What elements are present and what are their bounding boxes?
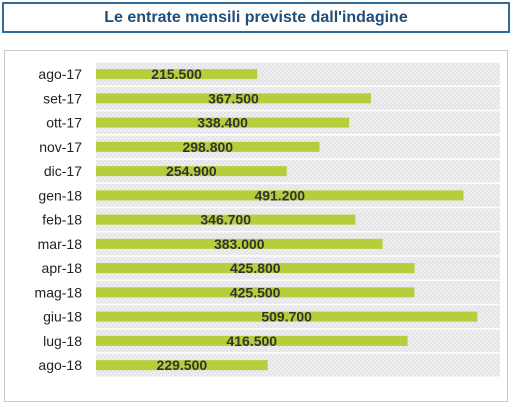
data-label: 425.800 [230, 260, 281, 276]
category-label: apr-18 [42, 260, 83, 276]
category-label: mar-18 [38, 236, 83, 252]
data-label: 367.500 [208, 90, 259, 106]
category-label: ago-17 [38, 66, 82, 82]
category-label: mag-18 [35, 284, 83, 300]
data-label: 254.900 [166, 163, 217, 179]
bar-giu-18 [96, 311, 478, 322]
data-label: 229.500 [157, 357, 208, 373]
category-label: ago-18 [38, 357, 82, 373]
category-label: gen-18 [38, 187, 82, 203]
data-label: 215.500 [151, 66, 202, 82]
category-label: lug-18 [43, 333, 82, 349]
data-label: 425.500 [230, 284, 281, 300]
data-label: 491.200 [254, 187, 305, 203]
data-label: 509.700 [261, 309, 312, 325]
bar-feb-18 [96, 214, 356, 225]
bar-mag-18 [96, 287, 415, 298]
bar-set-17 [96, 93, 371, 104]
chart-title-box: Le entrate mensili previste dall'indagin… [2, 2, 510, 33]
category-label: dic-17 [44, 163, 82, 179]
data-label: 383.000 [214, 236, 265, 252]
data-label: 416.500 [226, 333, 277, 349]
category-label: ott-17 [46, 115, 82, 131]
data-label: 338.400 [197, 115, 248, 131]
bar-apr-18 [96, 263, 415, 274]
bar-gen-18 [96, 190, 464, 201]
chart-title: Le entrate mensili previste dall'indagin… [104, 8, 408, 26]
bar-ott-17 [96, 117, 350, 128]
bar-dic-17 [96, 166, 287, 177]
category-label: set-17 [43, 90, 82, 106]
category-label: nov-17 [39, 139, 82, 155]
category-label: feb-18 [42, 212, 82, 228]
bar-lug-18 [96, 335, 408, 346]
data-label: 298.800 [182, 139, 233, 155]
bar-ago-17 [96, 69, 258, 80]
category-label: giu-18 [43, 309, 82, 325]
bar-ago-18 [96, 360, 268, 371]
data-label: 346.700 [200, 212, 251, 228]
bar-nov-17 [96, 141, 320, 152]
bar-mar-18 [96, 238, 383, 249]
